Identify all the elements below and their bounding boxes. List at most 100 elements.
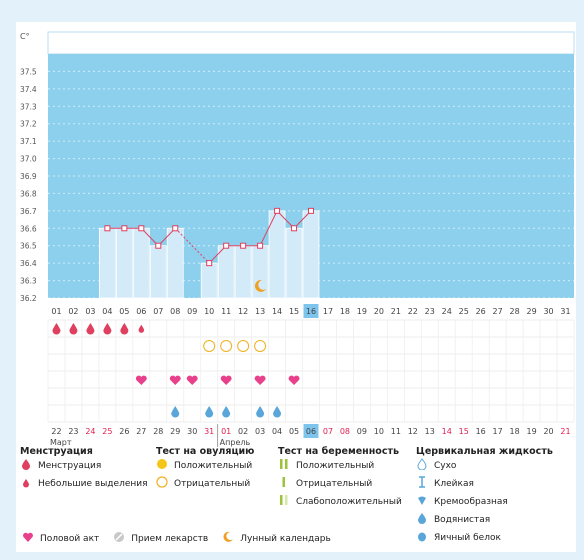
calendar-date-label: 04 bbox=[272, 427, 282, 436]
watery-icon bbox=[256, 406, 265, 418]
watery-icon bbox=[273, 406, 282, 418]
calendar-date-label: 24 bbox=[85, 427, 95, 436]
legend-item: Положительный bbox=[278, 457, 402, 475]
watery-icon bbox=[205, 406, 214, 418]
cycle-day-label: 29 bbox=[526, 307, 536, 316]
y-tick-label: 36.8 bbox=[20, 189, 37, 198]
month-label: Апрель bbox=[220, 438, 251, 447]
y-tick-label: 36.6 bbox=[20, 224, 37, 233]
calendar-date-label: 03 bbox=[255, 427, 265, 436]
cycle-day-label: 06 bbox=[136, 307, 146, 316]
cycle-day-label: 27 bbox=[493, 307, 503, 316]
legend-label: Половой акт bbox=[40, 534, 100, 544]
cycle-day-label: 16 bbox=[306, 307, 316, 316]
y-tick-label: 37.3 bbox=[20, 102, 37, 111]
legend-label: Небольшие выделения bbox=[38, 479, 148, 489]
legend-item: Отрицательный bbox=[156, 475, 254, 493]
temperature-point bbox=[274, 207, 281, 214]
cycle-day-label: 25 bbox=[459, 307, 469, 316]
calendar-date-label: 13 bbox=[425, 427, 435, 436]
calendar-date-label: 02 bbox=[238, 427, 248, 436]
y-tick-label: 37.2 bbox=[20, 120, 37, 129]
legend-label: Прием лекарств bbox=[131, 534, 209, 544]
legend-item: Яичный белок bbox=[416, 529, 553, 547]
temperature-point bbox=[291, 225, 298, 232]
cycle-day-label: 20 bbox=[374, 307, 384, 316]
temperature-point bbox=[172, 225, 179, 232]
legend-pregnancy: Тест на беременность Положительный Отриц… bbox=[278, 446, 402, 511]
cycle-day-label: 03 bbox=[85, 307, 95, 316]
y-tick-label: 37.5 bbox=[20, 67, 37, 76]
temperature-bar bbox=[285, 227, 303, 299]
temperature-point bbox=[308, 207, 314, 214]
cycle-day-label: 08 bbox=[170, 307, 180, 316]
heart-icon bbox=[254, 375, 266, 385]
cycle-day-label: 01 bbox=[51, 307, 61, 316]
filled-circle-icon bbox=[156, 458, 168, 474]
temperature-point bbox=[121, 225, 128, 232]
y-tick-label: 36.4 bbox=[20, 259, 37, 268]
calendar-date-label: 23 bbox=[68, 427, 78, 436]
temperature-bar bbox=[166, 227, 184, 299]
cycle-day-label: 09 bbox=[187, 307, 197, 316]
calendar-date-label: 20 bbox=[543, 427, 553, 436]
calendar-date-label: 15 bbox=[459, 427, 469, 436]
calendar-date-label: 14 bbox=[442, 427, 452, 436]
pill-icon bbox=[113, 531, 125, 547]
watery-icon bbox=[171, 406, 180, 418]
calendar-date-label: 17 bbox=[493, 427, 503, 436]
temperature-point bbox=[104, 225, 111, 232]
calendar-date-label: 27 bbox=[136, 427, 146, 436]
chart-card: C° 37.5 37.4 37.3 37.2 37.1 37.0 36.9 36.8 36.7 36… bbox=[16, 22, 576, 552]
legend-label: Положительный bbox=[296, 461, 375, 471]
cycle-day-label: 19 bbox=[357, 307, 367, 316]
legend-label: Слабоположительный bbox=[296, 497, 402, 507]
cycle-day-label: 13 bbox=[255, 307, 265, 316]
temperature-bar bbox=[217, 245, 235, 299]
calendar-date-label: 22 bbox=[51, 427, 61, 436]
y-tick-label: 37.0 bbox=[20, 155, 37, 164]
empty-circle-icon bbox=[237, 340, 250, 352]
drop-icon bbox=[52, 323, 61, 335]
heart-icon bbox=[169, 375, 181, 385]
calendar-date-label: 12 bbox=[408, 427, 418, 436]
legend-item: Сухо bbox=[416, 457, 553, 475]
legend-bottom: Половой акт Прием лекарств Лунный календ… bbox=[22, 530, 331, 548]
legend-item: Отрицательный bbox=[278, 475, 402, 493]
heart-icon bbox=[22, 531, 34, 547]
cycle-day-label: 24 bbox=[442, 307, 452, 316]
today-date-highlight bbox=[303, 424, 319, 438]
cycle-day-label: 07 bbox=[153, 307, 163, 316]
cycle-day-label: 11 bbox=[221, 307, 231, 316]
legend-title: Менструация bbox=[20, 446, 93, 457]
cycle-day-label: 26 bbox=[476, 307, 486, 316]
calendar-date-label: 21 bbox=[560, 427, 570, 436]
bbt-chart: C° 37.5 37.4 37.3 37.2 37.1 37.0 36.9 36.8 36.7 36… bbox=[20, 31, 575, 447]
legend-ovulation: Тест на овуляцию Положительный Отрицател… bbox=[156, 446, 254, 493]
cycle-day-label: 31 bbox=[560, 307, 570, 316]
temperature-bar bbox=[149, 245, 167, 299]
y-tick-label: 36.3 bbox=[20, 277, 37, 286]
cycle-day-label: 12 bbox=[238, 307, 248, 316]
calendar-date-label: 01 bbox=[221, 427, 231, 436]
calendar-date-label: 30 bbox=[187, 427, 197, 436]
legend-label: Сухо bbox=[434, 461, 457, 471]
legend-label: Водянистая bbox=[434, 515, 491, 525]
legend-item: Прием лекарств bbox=[113, 530, 208, 548]
y-axis-label: C° bbox=[20, 32, 30, 41]
heart-icon bbox=[135, 375, 147, 385]
legend-title: Тест на беременность bbox=[278, 446, 399, 457]
temperature-point bbox=[223, 242, 230, 249]
heart-icon bbox=[288, 375, 300, 385]
moon-icon bbox=[222, 531, 234, 547]
heart-icon bbox=[186, 375, 198, 385]
cycle-day-label: 05 bbox=[119, 307, 129, 316]
legend-title: Тест на овуляцию bbox=[156, 446, 255, 457]
calendar-date-label: 16 bbox=[476, 427, 486, 436]
calendar-date-label: 07 bbox=[323, 427, 333, 436]
legend-item: Кремообразная bbox=[416, 493, 553, 511]
calendar-date-label: 06 bbox=[306, 427, 316, 436]
legend-label: Яичный белок bbox=[434, 533, 501, 543]
y-tick-label: 36.9 bbox=[20, 172, 37, 181]
calendar-date-label: 10 bbox=[374, 427, 384, 436]
